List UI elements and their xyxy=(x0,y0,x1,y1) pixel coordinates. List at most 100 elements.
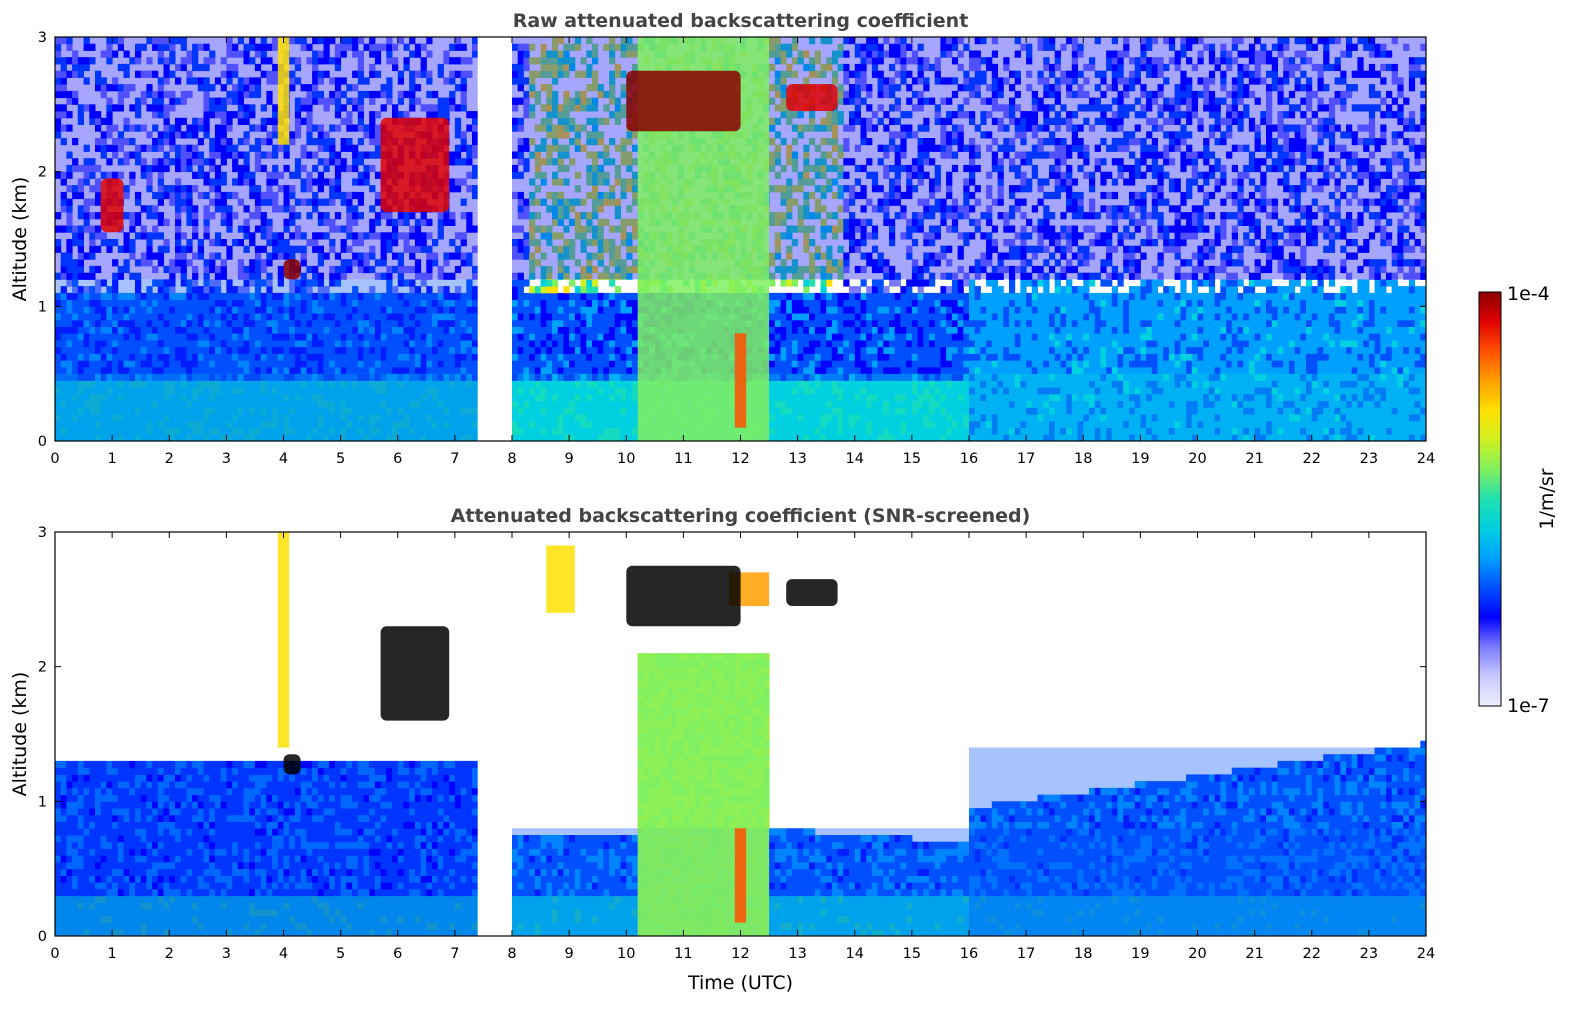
heatmap-cell xyxy=(112,340,119,348)
heatmap-cell xyxy=(243,84,250,92)
heatmap-cell xyxy=(192,252,199,260)
heatmap-cell xyxy=(146,373,153,381)
heatmap-cell xyxy=(60,205,67,213)
heatmap-cell xyxy=(163,306,170,314)
heatmap-cell xyxy=(117,326,124,334)
heatmap-cell xyxy=(272,366,279,375)
heatmap-cell xyxy=(152,144,159,152)
heatmap-cell xyxy=(203,393,210,402)
heatmap-cell xyxy=(112,138,119,146)
heatmap-cell xyxy=(203,265,210,274)
heatmap-cell xyxy=(100,373,107,381)
heatmap-cell xyxy=(192,333,199,341)
heatmap-cell xyxy=(106,299,113,307)
heatmap-cell xyxy=(129,353,136,361)
heatmap-cell xyxy=(163,414,170,422)
heatmap-cell xyxy=(152,420,159,428)
heatmap-cell xyxy=(77,252,84,260)
heatmap-cell xyxy=(157,434,164,441)
heatmap-cell xyxy=(66,414,73,422)
heatmap-cell xyxy=(163,299,170,307)
heatmap-cell xyxy=(260,164,267,173)
heatmap-cell xyxy=(254,420,262,428)
heatmap-cell xyxy=(540,333,547,341)
heatmap-cell xyxy=(192,373,199,381)
heatmap-cell xyxy=(117,37,124,45)
heatmap-cell xyxy=(77,387,84,395)
heatmap-cell xyxy=(146,286,153,294)
heatmap-cell xyxy=(60,373,67,381)
heatmap-cell xyxy=(106,286,113,294)
heatmap-cell xyxy=(66,245,73,253)
heatmap-cell xyxy=(66,70,73,78)
heatmap-cell xyxy=(203,366,210,375)
heatmap-cell xyxy=(614,360,621,368)
heatmap-cell xyxy=(175,319,182,327)
heatmap-cell xyxy=(586,286,593,294)
heatmap-cell xyxy=(60,259,67,267)
heatmap-cell xyxy=(55,360,62,368)
heatmap-cell xyxy=(123,191,130,200)
heatmap-cell xyxy=(197,306,204,314)
heatmap-cell xyxy=(517,292,524,301)
heatmap-cell xyxy=(157,171,164,179)
heatmap-cell xyxy=(546,366,553,375)
heatmap-cell xyxy=(123,360,130,368)
heatmap-cell xyxy=(186,319,193,327)
heatmap-cell xyxy=(83,144,90,152)
heatmap-cell xyxy=(266,97,273,105)
heatmap-cell xyxy=(249,178,256,186)
heatmap-cell xyxy=(620,360,627,368)
heatmap-cell xyxy=(112,306,119,314)
heatmap-cell xyxy=(112,313,119,321)
heatmap-cell xyxy=(266,272,273,280)
heatmap-cell xyxy=(106,340,113,348)
heatmap-cell xyxy=(112,420,119,428)
heatmap-cell xyxy=(626,360,633,368)
heatmap-cell xyxy=(77,245,84,253)
heatmap-cell xyxy=(66,124,73,132)
heatmap-cell xyxy=(117,63,124,72)
heatmap-cell xyxy=(55,104,62,112)
heatmap-cell xyxy=(272,131,279,139)
heatmap-cell xyxy=(523,366,530,375)
heatmap-cell xyxy=(163,360,170,368)
heatmap-cell xyxy=(157,198,164,206)
heatmap-cell xyxy=(546,360,553,368)
heatmap-cell xyxy=(232,70,239,78)
heatmap-cell xyxy=(226,319,233,327)
heatmap-cell xyxy=(157,292,164,301)
heatmap-cell xyxy=(197,360,204,368)
heatmap-cell xyxy=(266,286,273,294)
heatmap-cell xyxy=(55,326,62,334)
heatmap-cell xyxy=(100,144,107,152)
heatmap-cell xyxy=(129,252,136,260)
heatmap-cell xyxy=(60,414,67,422)
heatmap-cell xyxy=(117,380,124,388)
heatmap-cell xyxy=(55,420,62,428)
heatmap-cell xyxy=(175,77,182,85)
heatmap-cell xyxy=(214,319,222,327)
heatmap-cell xyxy=(266,400,273,408)
heatmap-cell xyxy=(175,313,182,321)
heatmap-cell xyxy=(266,380,273,388)
heatmap-cell xyxy=(266,373,273,381)
heatmap-cell xyxy=(237,225,244,233)
heatmap-cell xyxy=(55,50,62,58)
heatmap-cell xyxy=(209,380,216,388)
heatmap-cell xyxy=(180,407,187,415)
heatmap-cell xyxy=(254,427,262,435)
heatmap-cell xyxy=(100,319,107,327)
heatmap-cell xyxy=(540,319,547,327)
heatmap-cell xyxy=(192,279,199,287)
heatmap-cell xyxy=(243,158,250,166)
heatmap-cell xyxy=(72,306,79,314)
heatmap-cell xyxy=(249,232,256,240)
heatmap-cell xyxy=(540,299,547,307)
heatmap-cell xyxy=(192,57,199,65)
heatmap-cell xyxy=(72,185,79,193)
heatmap-cell xyxy=(152,299,159,307)
heatmap-cell xyxy=(95,286,102,294)
heatmap-cell xyxy=(557,366,564,375)
heatmap-cell xyxy=(209,366,216,375)
